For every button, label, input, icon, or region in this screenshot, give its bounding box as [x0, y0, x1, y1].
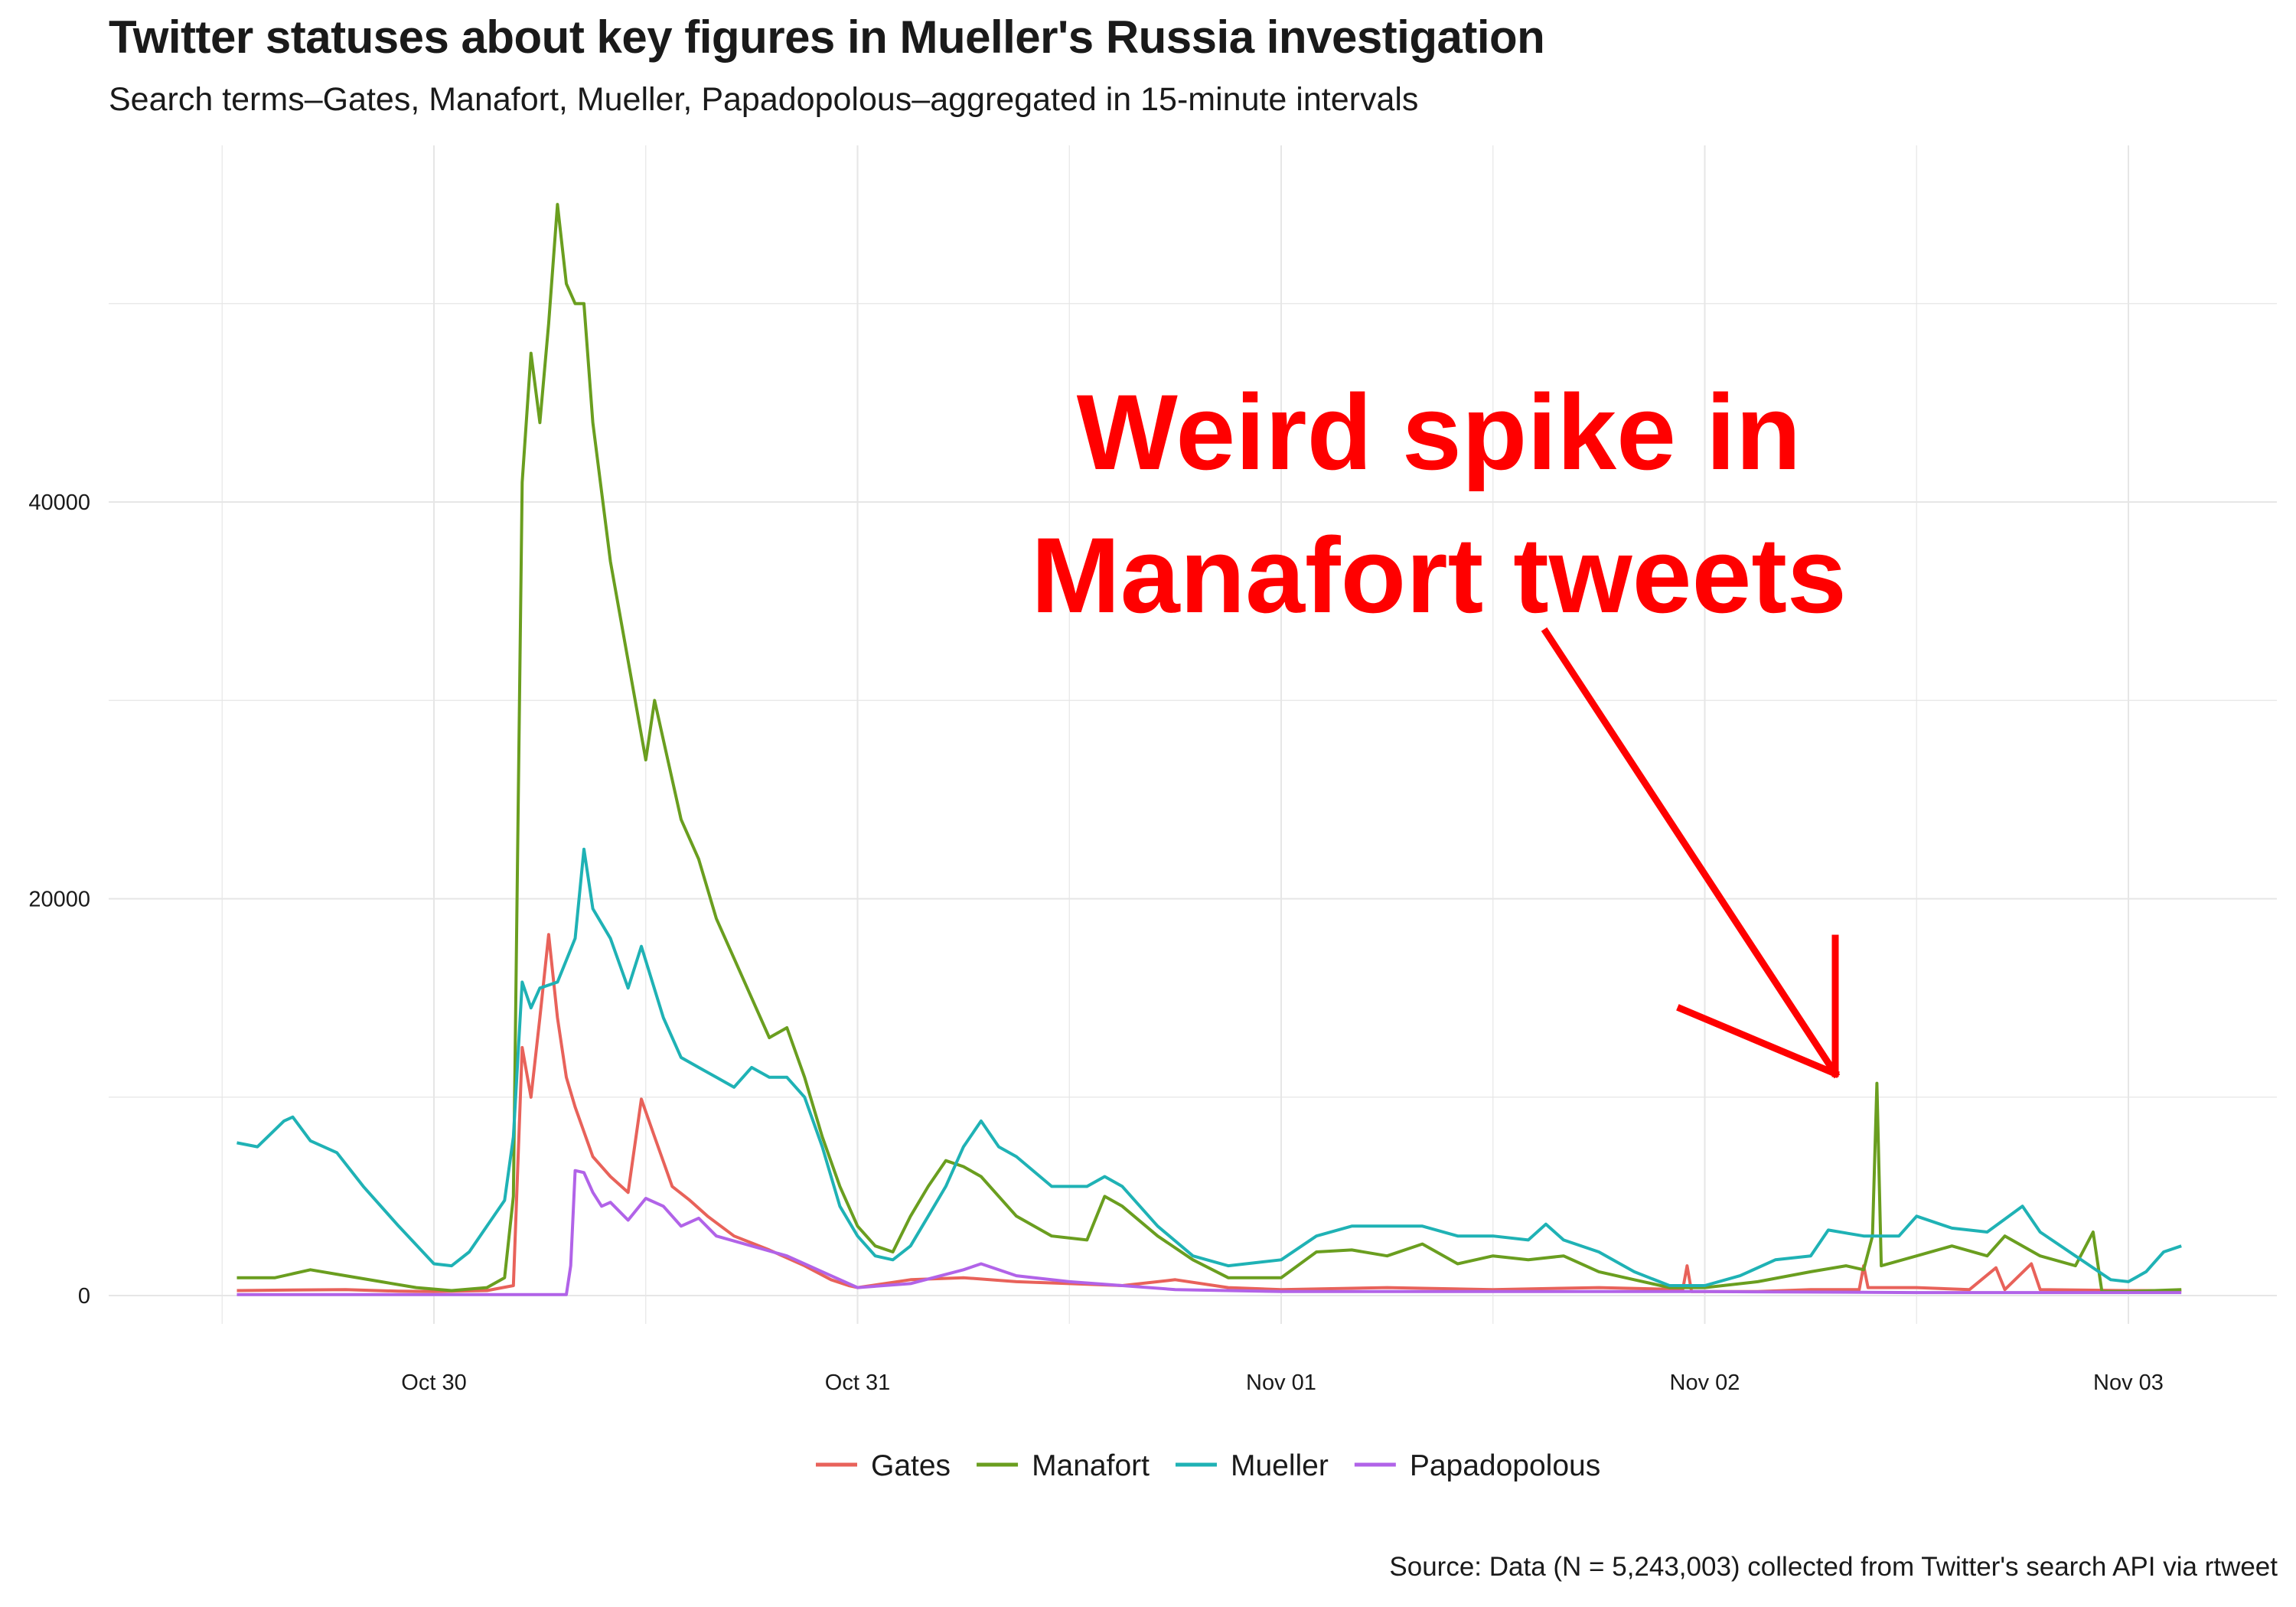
series-line-papadopolous — [236, 1169, 2182, 1296]
x-tick-label: Oct 30 — [401, 1371, 466, 1395]
x-tick-label: Nov 01 — [1246, 1371, 1316, 1395]
y-tick-label: 40000 — [28, 491, 90, 515]
x-axis-ticks: Oct 30 Oct 31 Nov 01 Nov 02 Nov 03 — [401, 1371, 2164, 1395]
annotation-line-1: Weird spike in — [1077, 372, 1802, 492]
chart-subtitle: Search terms–Gates, Manafort, Mueller, P… — [109, 81, 1419, 118]
legend-label-gates: Gates — [871, 1449, 951, 1482]
y-tick-label: 0 — [78, 1284, 90, 1309]
series-line-manafort — [236, 203, 2182, 1293]
series-line-gates — [236, 933, 2182, 1293]
source-caption: Source: Data (N = 5,243,003) collected f… — [1389, 1552, 2278, 1582]
x-tick-label: Nov 02 — [1670, 1371, 1740, 1395]
series-line-mueller — [236, 847, 2182, 1287]
legend-label-papadopolous: Papadopolous — [1410, 1449, 1600, 1482]
gridlines — [109, 145, 2277, 1324]
x-tick-label: Nov 03 — [2093, 1371, 2164, 1395]
y-tick-label: 20000 — [28, 888, 90, 912]
arrow-icon — [1541, 627, 1841, 1079]
chart-title: Twitter statuses about key figures in Mu… — [109, 11, 1545, 63]
annotation: Weird spike in Manafort tweets — [1031, 372, 1847, 1079]
series-lines — [236, 203, 2182, 1296]
legend: Gates Manafort Mueller Papadopolous — [816, 1449, 1600, 1482]
legend-label-mueller: Mueller — [1231, 1449, 1329, 1482]
x-tick-label: Oct 31 — [825, 1371, 890, 1395]
annotation-line-2: Manafort tweets — [1031, 515, 1847, 635]
y-axis-ticks: 0 20000 40000 — [28, 491, 90, 1309]
legend-label-manafort: Manafort — [1032, 1449, 1150, 1482]
